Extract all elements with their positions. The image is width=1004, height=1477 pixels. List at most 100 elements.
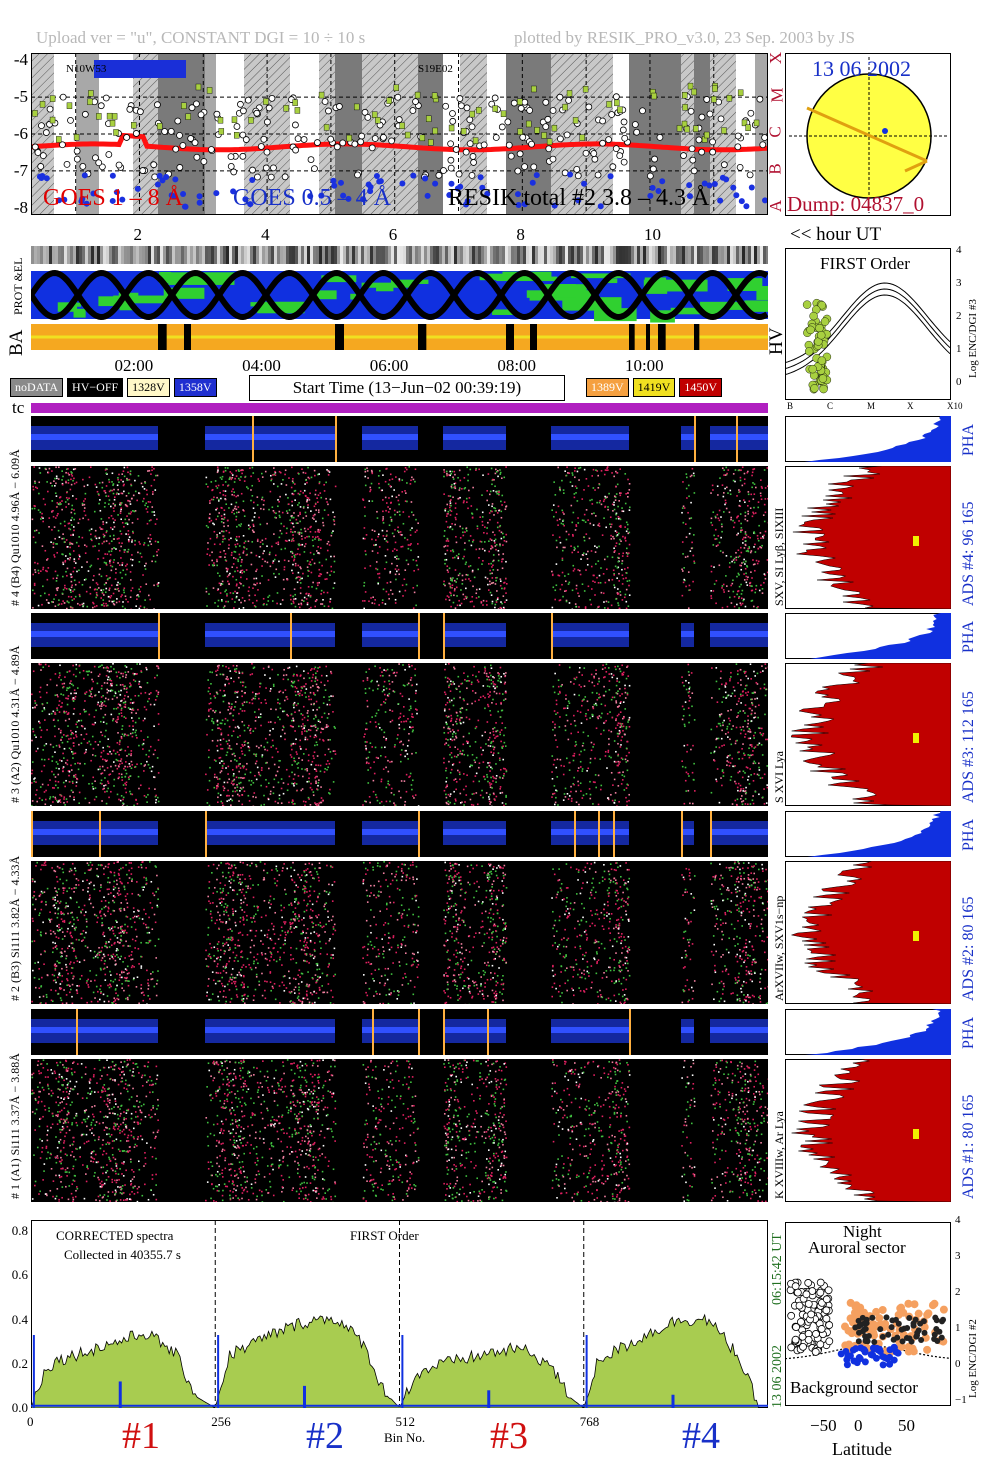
dot-pixel: [101, 604, 104, 606]
dot-pixel: [240, 476, 242, 478]
dot-pixel: [248, 701, 251, 704]
dot-pixel: [49, 796, 52, 798]
dot-pixel: [320, 573, 323, 576]
dot-pixel: [388, 497, 390, 499]
dot-pixel: [455, 518, 457, 521]
dot-pixel: [368, 500, 371, 502]
dot-pixel: [112, 483, 115, 485]
dot-pixel: [217, 778, 219, 780]
goes-green-point: [375, 117, 381, 124]
dot-pixel: [285, 493, 287, 496]
dot-pixel: [307, 575, 309, 577]
dot-pixel: [239, 525, 242, 527]
dot-pixel: [240, 561, 243, 563]
dot-pixel: [488, 589, 490, 591]
dot-pixel: [72, 700, 75, 702]
dot-pixel: [764, 487, 767, 489]
dot-pixel: [290, 528, 292, 531]
dot-pixel: [233, 507, 236, 510]
dot-pixel: [375, 543, 377, 546]
tag-n10w53: N10W53: [66, 63, 107, 75]
dot-pixel: [223, 509, 226, 512]
dot-pixel: [118, 776, 120, 779]
dot-pixel: [443, 580, 445, 583]
prot-barcode-bar: [163, 246, 166, 264]
dot-pixel: [223, 525, 225, 528]
dot-pixel: [454, 507, 457, 509]
dot-pixel: [291, 538, 294, 541]
dot-pixel: [753, 546, 755, 548]
pha-strip-core: [387, 631, 418, 637]
dot-pixel: [44, 798, 47, 801]
dot-pixel: [105, 602, 107, 605]
dot-pixel: [244, 773, 246, 776]
dot-pixel: [740, 597, 743, 600]
dot-pixel: [114, 503, 116, 506]
sun-date: 13 06 2002: [812, 56, 911, 81]
dot-pixel: [115, 601, 118, 604]
dot-pixel: [371, 500, 374, 502]
dot-pixel: [503, 582, 505, 584]
dot-pixel: [326, 571, 329, 574]
dot-pixel: [124, 765, 126, 768]
dot-pixel: [751, 577, 753, 579]
dot-pixel: [214, 602, 216, 604]
dot-pixel: [293, 490, 296, 492]
dot-pixel: [143, 739, 145, 741]
dot-pixel: [321, 603, 324, 605]
dot-pixel: [745, 560, 747, 563]
dot-pixel: [314, 605, 316, 608]
dot-pixel: [626, 580, 629, 582]
dot-pixel: [278, 573, 280, 575]
dot-image-bg: [31, 466, 768, 609]
dot-pixel: [228, 531, 231, 534]
pha-strip-core: [244, 631, 252, 637]
dot-pixel: [237, 736, 239, 738]
first-order-point: [806, 325, 815, 335]
dot-pixel: [449, 474, 452, 477]
dot-pixel: [149, 598, 151, 601]
dot-pixel: [295, 522, 298, 525]
dot-pixel: [51, 760, 54, 762]
dot-pixel: [86, 742, 89, 744]
dot-pixel: [38, 720, 40, 723]
dot-pixel: [228, 538, 230, 541]
dot-pixel: [444, 562, 446, 565]
dot-pixel: [735, 551, 737, 554]
dot-pixel: [121, 805, 124, 806]
dot-pixel: [130, 589, 132, 592]
dot-pixel: [225, 678, 228, 680]
dot-pixel: [390, 520, 393, 523]
dot-pixel: [132, 701, 135, 704]
dot-pixel: [148, 755, 150, 758]
dot-pixel: [761, 592, 764, 594]
dot-pixel: [258, 746, 260, 749]
dot-pixel: [132, 532, 134, 534]
prot-barcode-bar: [601, 246, 604, 264]
resik-point: [449, 117, 457, 125]
dot-pixel: [239, 763, 241, 765]
dot-pixel: [108, 587, 111, 590]
dot-pixel: [100, 731, 102, 734]
dot-pixel: [582, 554, 585, 557]
dot-pixel: [143, 706, 146, 708]
dot-pixel: [291, 500, 293, 503]
dot-pixel: [47, 784, 50, 786]
dot-pixel: [124, 573, 127, 576]
dot-pixel: [499, 578, 502, 580]
resik-point: [463, 104, 471, 112]
resik-point: [380, 133, 387, 141]
dot-pixel: [328, 544, 331, 546]
dot-pixel: [371, 602, 374, 604]
prot-barcode-bar: [289, 246, 292, 264]
dot-pixel: [121, 762, 123, 765]
dot-pixel: [156, 674, 158, 677]
dot-pixel: [40, 729, 43, 732]
dot-pixel: [721, 530, 723, 533]
dot-pixel: [58, 800, 60, 802]
dot-pixel: [134, 479, 136, 482]
dot-pixel: [217, 727, 219, 730]
dot-pixel: [148, 787, 150, 790]
dot-pixel: [238, 727, 240, 729]
dot-pixel: [572, 511, 575, 514]
